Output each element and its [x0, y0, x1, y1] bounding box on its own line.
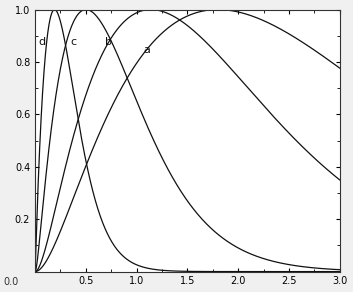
Text: d: d	[38, 37, 46, 47]
Text: 0.0: 0.0	[3, 277, 18, 287]
Text: c: c	[71, 37, 77, 47]
Text: a: a	[143, 45, 150, 55]
Text: b: b	[105, 37, 112, 47]
